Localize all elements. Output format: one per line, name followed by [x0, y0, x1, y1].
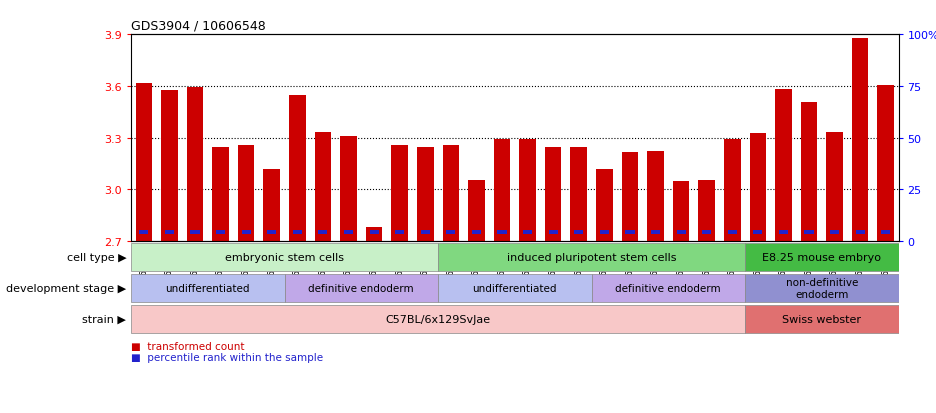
Bar [216, 230, 226, 234]
Bar [702, 230, 711, 234]
Bar [800, 103, 817, 242]
Bar [238, 146, 255, 242]
Bar [745, 274, 899, 303]
Bar [596, 169, 613, 242]
Bar [241, 230, 251, 234]
Bar [647, 152, 664, 242]
Bar [131, 243, 438, 272]
Text: undifferentiated: undifferentiated [473, 283, 557, 293]
Text: ■  transformed count: ■ transformed count [131, 342, 244, 351]
Bar [131, 274, 285, 303]
Bar [285, 274, 438, 303]
Bar [852, 38, 869, 242]
Bar [314, 132, 331, 242]
Bar [826, 132, 843, 242]
Bar [212, 148, 229, 242]
Bar [600, 230, 609, 234]
Text: C57BL/6x129SvJae: C57BL/6x129SvJae [386, 314, 490, 324]
Bar [881, 230, 890, 234]
Bar [775, 90, 792, 242]
Bar [267, 230, 276, 234]
Bar [779, 230, 788, 234]
Text: induced pluripotent stem cells: induced pluripotent stem cells [506, 252, 677, 262]
Bar [750, 134, 767, 242]
Bar [420, 230, 430, 234]
Bar [391, 146, 408, 242]
Bar [340, 137, 357, 242]
Text: definitive endoderm: definitive endoderm [616, 283, 721, 293]
Bar [727, 230, 737, 234]
Bar [417, 148, 433, 242]
Bar [344, 230, 353, 234]
Bar [293, 230, 302, 234]
Text: development stage ▶: development stage ▶ [7, 283, 126, 293]
Bar [804, 230, 813, 234]
Bar [625, 230, 635, 234]
Text: GDS3904 / 10606548: GDS3904 / 10606548 [131, 19, 266, 33]
Text: ■  percentile rank within the sample: ■ percentile rank within the sample [131, 352, 323, 362]
Bar [545, 148, 562, 242]
Bar [724, 140, 740, 242]
Bar [745, 243, 899, 272]
Bar [468, 180, 485, 242]
Bar [548, 230, 558, 234]
Bar [677, 230, 686, 234]
Bar [438, 274, 592, 303]
Bar [877, 86, 894, 242]
Bar [745, 305, 899, 334]
Bar [519, 139, 536, 242]
Bar [493, 140, 510, 242]
Bar [698, 180, 715, 242]
Text: undifferentiated: undifferentiated [166, 283, 250, 293]
Bar [651, 230, 660, 234]
Bar [438, 243, 745, 272]
Bar [622, 153, 638, 242]
Bar [830, 230, 840, 234]
Text: strain ▶: strain ▶ [82, 314, 126, 324]
Bar [131, 305, 745, 334]
Bar [395, 230, 404, 234]
Text: non-definitive
endoderm: non-definitive endoderm [785, 278, 858, 299]
Bar [263, 169, 280, 242]
Bar [472, 230, 481, 234]
Text: definitive endoderm: definitive endoderm [309, 283, 414, 293]
Bar [186, 88, 203, 242]
Bar [289, 95, 306, 242]
Bar [190, 230, 199, 234]
Text: E8.25 mouse embryo: E8.25 mouse embryo [762, 252, 882, 262]
Text: embryonic stem cells: embryonic stem cells [225, 252, 344, 262]
Bar [673, 181, 690, 242]
Bar [497, 230, 506, 234]
Bar [370, 230, 379, 234]
Bar [574, 230, 583, 234]
Bar [136, 84, 153, 242]
Bar [318, 230, 328, 234]
Bar [366, 227, 383, 242]
Bar [753, 230, 763, 234]
Bar [592, 274, 745, 303]
Bar [570, 148, 587, 242]
Text: cell type ▶: cell type ▶ [66, 252, 126, 262]
Bar [161, 91, 178, 242]
Bar [523, 230, 533, 234]
Bar [139, 230, 149, 234]
Bar [165, 230, 174, 234]
Bar [446, 230, 456, 234]
Text: Swiss webster: Swiss webster [782, 314, 861, 324]
Bar [443, 146, 460, 242]
Bar [856, 230, 865, 234]
